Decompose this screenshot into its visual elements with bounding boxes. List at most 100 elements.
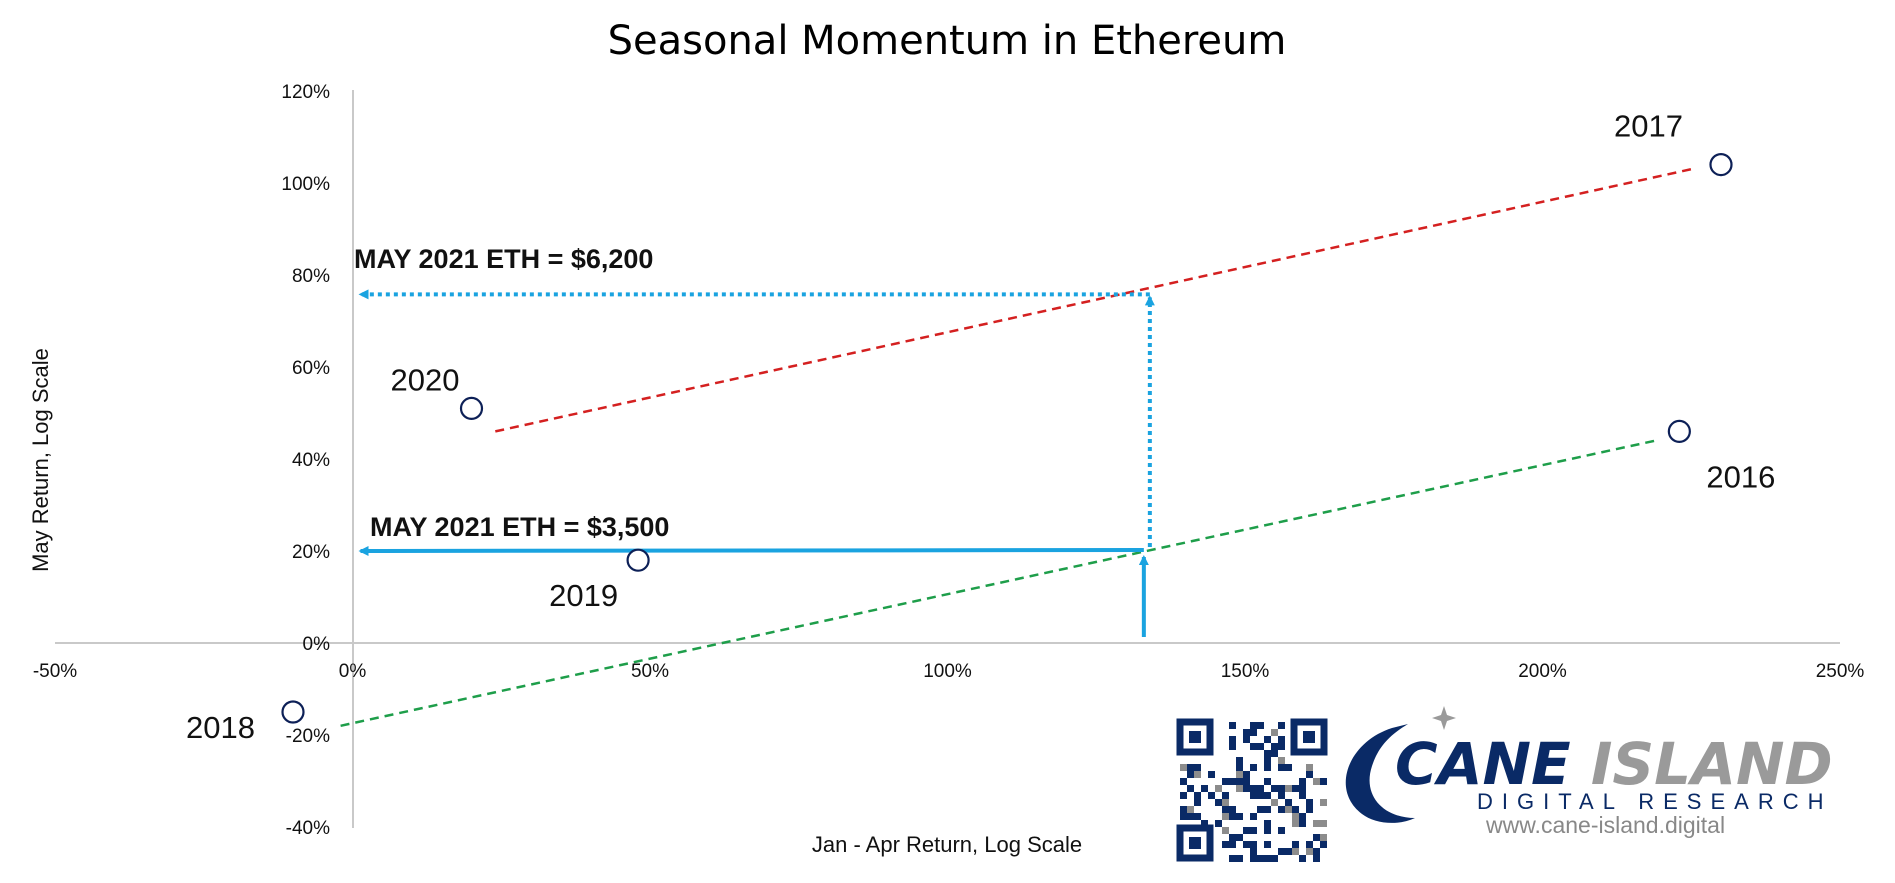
chart-title: Seasonal Momentum in Ethereum bbox=[608, 18, 1287, 64]
qr-cell bbox=[1187, 806, 1194, 813]
point-2016 bbox=[1667, 419, 1691, 443]
qr-cell bbox=[1250, 785, 1257, 792]
qr-cell bbox=[1320, 841, 1327, 848]
x-tick-label: 200% bbox=[1518, 661, 1567, 682]
qr-cell bbox=[1250, 855, 1257, 862]
trendline-1 bbox=[495, 167, 1692, 433]
qr-cell bbox=[1243, 736, 1250, 743]
x-tick-label: 150% bbox=[1221, 661, 1270, 682]
qr-cell bbox=[1236, 771, 1243, 778]
qr-cell bbox=[1271, 743, 1278, 750]
qr-cell bbox=[1278, 806, 1285, 813]
qr-cell bbox=[1306, 848, 1313, 855]
qr-cell bbox=[1285, 799, 1292, 806]
qr-cell bbox=[1201, 785, 1208, 792]
y-tick-label: 60% bbox=[292, 358, 330, 379]
qr-cell bbox=[1229, 834, 1236, 841]
point-label-2018: 2018 bbox=[186, 710, 255, 745]
qr-cell bbox=[1264, 764, 1271, 771]
qr-cell bbox=[1257, 743, 1264, 750]
qr-cell bbox=[1292, 848, 1299, 855]
qr-cell bbox=[1250, 722, 1257, 729]
annotation-high: MAY 2021 ETH = $6,200 bbox=[354, 244, 653, 274]
qr-cell bbox=[1236, 757, 1243, 764]
qr-cell bbox=[1250, 848, 1257, 855]
qr-cell bbox=[1299, 813, 1306, 820]
x-tick-label: -50% bbox=[33, 661, 77, 682]
qr-cell bbox=[1299, 778, 1306, 785]
qr-cell bbox=[1299, 820, 1306, 827]
qr-cell bbox=[1215, 820, 1222, 827]
qr-cell bbox=[1187, 785, 1194, 792]
qr-cell bbox=[1194, 813, 1201, 820]
qr-cell bbox=[1278, 792, 1285, 799]
qr-code bbox=[1176, 718, 1328, 862]
qr-cell bbox=[1180, 806, 1187, 813]
projection-arrows bbox=[358, 289, 1155, 637]
qr-cell bbox=[1243, 841, 1250, 848]
qr-cell bbox=[1264, 855, 1271, 862]
qr-cell bbox=[1257, 722, 1264, 729]
qr-cell bbox=[1222, 827, 1229, 834]
qr-cell bbox=[1201, 820, 1208, 827]
qr-cell bbox=[1271, 729, 1278, 736]
point-label-2016: 2016 bbox=[1706, 459, 1775, 494]
qr-cell bbox=[1264, 757, 1271, 764]
qr-cell bbox=[1271, 785, 1278, 792]
qr-cell bbox=[1278, 848, 1285, 855]
qr-cell bbox=[1278, 827, 1285, 834]
qr-cell bbox=[1229, 743, 1236, 750]
qr-cell bbox=[1236, 855, 1243, 862]
data-points: 2017 2020 2016 2019 2018 bbox=[186, 109, 1775, 745]
cane-island-logo: CANE ISLAND DIGITAL RESEARCH www.cane-is… bbox=[1345, 706, 1833, 838]
qr-cell bbox=[1180, 764, 1187, 771]
qr-cell bbox=[1236, 778, 1243, 785]
qr-cell bbox=[1306, 771, 1313, 778]
qr-cell bbox=[1257, 806, 1264, 813]
qr-cell bbox=[1243, 771, 1250, 778]
y-tick-label: -20% bbox=[286, 726, 330, 747]
qr-cell bbox=[1306, 806, 1313, 813]
qr-cell bbox=[1222, 813, 1229, 820]
qr-cell bbox=[1229, 722, 1236, 729]
qr-cell bbox=[1236, 785, 1243, 792]
qr-cell bbox=[1264, 841, 1271, 848]
qr-cell bbox=[1292, 785, 1299, 792]
qr-cell bbox=[1229, 855, 1236, 862]
qr-cell bbox=[1187, 771, 1194, 778]
qr-cell bbox=[1236, 813, 1243, 820]
qr-cell bbox=[1278, 757, 1285, 764]
qr-cell bbox=[1222, 792, 1229, 799]
qr-cell bbox=[1264, 792, 1271, 799]
qr-cell bbox=[1271, 799, 1278, 806]
y-axis-label: May Return, Log Scale bbox=[28, 348, 53, 572]
qr-cell bbox=[1264, 827, 1271, 834]
qr-cell bbox=[1292, 806, 1299, 813]
qr-cell bbox=[1257, 792, 1264, 799]
qr-cell bbox=[1278, 764, 1285, 771]
qr-cell bbox=[1257, 855, 1264, 862]
qr-cell bbox=[1285, 848, 1292, 855]
qr-cell bbox=[1250, 841, 1257, 848]
qr-cell bbox=[1313, 820, 1320, 827]
qr-cell bbox=[1208, 771, 1215, 778]
qr-cell bbox=[1320, 834, 1327, 841]
x-tick-labels: -50% 0% 50% 100% 150% 200% 250% bbox=[33, 661, 1865, 682]
qr-cell bbox=[1222, 799, 1229, 806]
qr-cell bbox=[1278, 785, 1285, 792]
y-tick-label: 80% bbox=[292, 266, 330, 287]
qr-cell bbox=[1320, 799, 1327, 806]
y-tick-label: 100% bbox=[281, 174, 330, 195]
qr-cell bbox=[1292, 820, 1299, 827]
qr-cell bbox=[1271, 855, 1278, 862]
logo-subtitle: DIGITAL RESEARCH bbox=[1477, 789, 1832, 814]
qr-cell bbox=[1306, 841, 1313, 848]
y-tick-label: 40% bbox=[292, 450, 330, 471]
point-label-2017: 2017 bbox=[1614, 109, 1683, 144]
y-tick-label: 120% bbox=[281, 82, 330, 103]
qr-cell bbox=[1285, 806, 1292, 813]
qr-cell bbox=[1229, 736, 1236, 743]
qr-cell bbox=[1180, 792, 1187, 799]
qr-cell bbox=[1222, 778, 1229, 785]
qr-cell bbox=[1292, 813, 1299, 820]
